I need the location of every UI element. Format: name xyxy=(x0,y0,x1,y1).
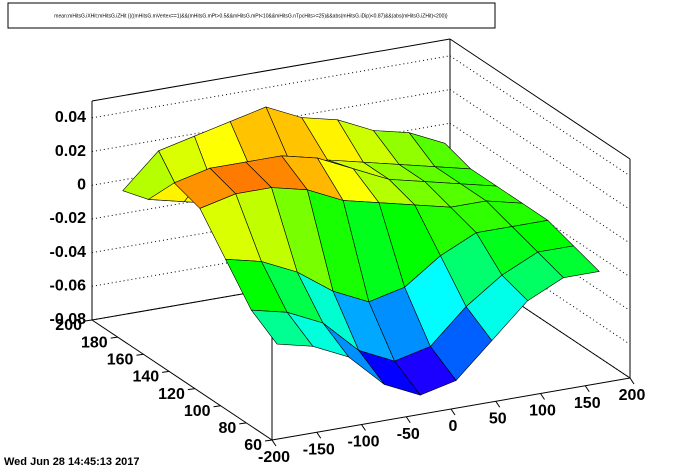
surface-cell xyxy=(250,309,314,347)
y-tick xyxy=(136,353,144,356)
grid-line xyxy=(91,223,451,287)
y-tick-label: 160 xyxy=(107,352,134,369)
grid-line xyxy=(91,257,451,321)
x-tick-label: 0 xyxy=(449,418,458,435)
x-tick xyxy=(316,431,322,439)
y-tick-label: 140 xyxy=(132,369,159,386)
grid-line xyxy=(449,122,631,244)
y-tick xyxy=(213,405,221,408)
z-tick-label: 0.04 xyxy=(55,109,86,126)
x-tick xyxy=(540,393,545,400)
y-tick-label: 120 xyxy=(158,386,185,403)
z-tick-label: -0.04 xyxy=(50,244,87,261)
x-tick-label: 100 xyxy=(529,403,556,420)
x-tick xyxy=(405,416,411,424)
x-tick xyxy=(271,439,277,447)
grid-line xyxy=(91,190,451,254)
grid-line xyxy=(91,156,451,220)
z-tick-label: -0.06 xyxy=(50,278,87,295)
y-tick xyxy=(264,439,273,442)
footer-date: Wed Jun 28 14:45:13 2017 xyxy=(4,456,140,468)
x-tick-label: 150 xyxy=(574,395,601,412)
x-tick xyxy=(361,424,366,431)
x-tick xyxy=(450,408,456,416)
y-axis xyxy=(91,319,273,441)
grid-line xyxy=(449,89,631,210)
grid-line xyxy=(91,89,451,153)
y-tick-label: 200 xyxy=(55,317,82,334)
box-edge xyxy=(449,38,631,160)
z-tick-label: -0.08 xyxy=(50,311,87,328)
x-tick xyxy=(495,400,501,408)
y-tick-label: 80 xyxy=(218,420,236,437)
x-tick xyxy=(629,377,635,385)
box-edge xyxy=(91,38,451,102)
y-tick-label: 100 xyxy=(184,403,211,420)
x-tick-label: -50 xyxy=(397,426,420,443)
title-box xyxy=(7,2,496,29)
y-tick xyxy=(187,388,195,391)
chart-title: mean:mHitsG.iXHit:mHitsG.iZHit {(((mHits… xyxy=(54,13,448,19)
z-tick-label: 0.02 xyxy=(55,143,86,160)
y-tick-label: 180 xyxy=(81,334,108,351)
x-tick-label: -150 xyxy=(303,441,335,458)
x-tick xyxy=(584,385,590,393)
y-tick xyxy=(110,336,118,339)
grid-line xyxy=(91,55,451,119)
z-tick-label: -0.02 xyxy=(50,210,87,227)
y-tick xyxy=(84,319,93,322)
x-tick-label: -100 xyxy=(347,434,379,451)
grid-line xyxy=(449,55,631,177)
z-tick-label: 0 xyxy=(77,176,86,193)
y-tick xyxy=(162,370,170,373)
x-tick-label: 200 xyxy=(619,387,646,404)
x-tick-label: 50 xyxy=(489,410,507,427)
x-tick-label: -200 xyxy=(258,449,290,466)
y-tick-label: 60 xyxy=(244,437,262,454)
y-tick xyxy=(239,422,247,425)
